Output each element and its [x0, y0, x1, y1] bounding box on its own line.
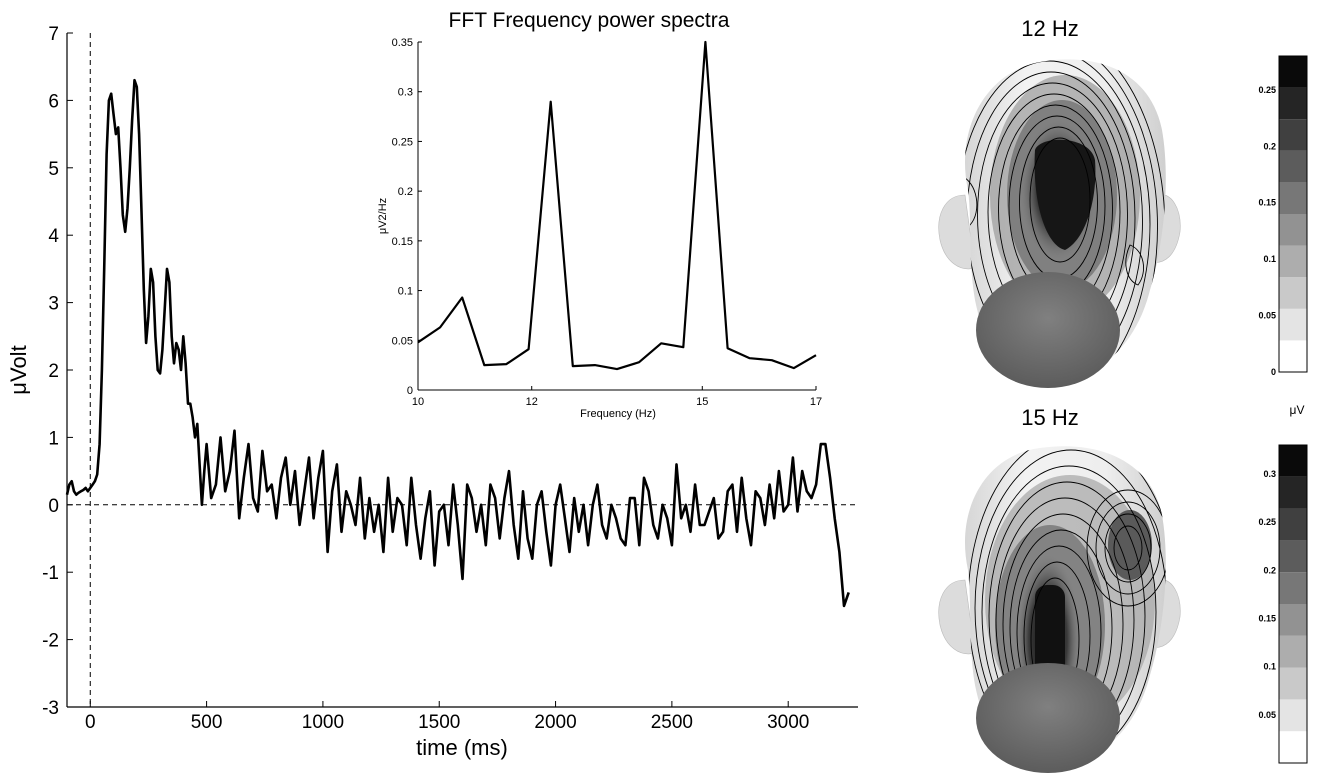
erp-y-ticks: -3 -2 -1 0 1 2 3 4 5 6 7 — [42, 24, 73, 719]
fft-y-tick-label: 0.3 — [398, 87, 413, 99]
fft-background — [418, 42, 816, 392]
colorbar-step — [1279, 508, 1307, 541]
colorbar-step — [1279, 245, 1307, 278]
activation-12hz — [990, 75, 1140, 315]
colorbar-15hz: 0.05 0.1 0.15 0.2 0.25 0.3 — [1258, 444, 1308, 764]
colorbar-step — [1279, 604, 1307, 636]
fft-series-line — [417, 40, 817, 371]
fft-x-tick-label: 10 — [412, 396, 424, 408]
erp-y-tick-label: 3 — [48, 294, 59, 315]
left-ear — [938, 579, 976, 655]
colorbar-step — [1279, 87, 1307, 120]
colorbar-tick-label: 0.1 — [1263, 662, 1276, 672]
colorbar-frame — [1278, 55, 1308, 373]
colorbar-step — [1279, 731, 1307, 763]
topomap-12hz-title: 12 Hz — [1021, 16, 1078, 41]
colorbar-tick-label: 0.05 — [1258, 311, 1276, 321]
erp-x-tick-label: 500 — [191, 712, 223, 733]
colorbar-tick-label: 0.3 — [1263, 469, 1276, 479]
colorbar-frame — [1278, 444, 1308, 764]
fft-y-tick-label: 0.1 — [398, 286, 413, 298]
neck-15hz — [976, 663, 1120, 773]
erp-y-axis-title: μVolt — [6, 345, 31, 394]
erp-y-tick-label: 2 — [48, 361, 59, 382]
fft-y-tick-label: 0.35 — [392, 37, 413, 49]
contour-line — [1113, 525, 1143, 571]
contour-line — [1125, 244, 1145, 286]
erp-y-tick-label: -2 — [42, 631, 59, 652]
fft-x-tick-label: 12 — [526, 396, 538, 408]
colorbar-tick-label: 0.2 — [1263, 565, 1276, 575]
fft-y-tick-label: 0.15 — [392, 236, 413, 248]
colorbar-step — [1279, 119, 1307, 151]
erp-x-tick-label: 1000 — [302, 712, 344, 733]
erp-x-ticks: 0 500 1000 1500 2000 2500 3000 — [85, 701, 809, 733]
colorbar-step — [1279, 445, 1307, 477]
colorbar-step — [1279, 667, 1307, 700]
colorbar-step — [1279, 340, 1307, 372]
fft-y-axis-title: μV2/Hz — [377, 198, 389, 234]
colorbar-step — [1279, 56, 1307, 88]
colorbar-12hz: 0 0.05 0.1 0.15 0.2 0.25 — [1258, 55, 1308, 377]
erp-x-axis-title: time (ms) — [416, 735, 508, 760]
left-ear — [938, 194, 976, 270]
colorbar-step — [1279, 572, 1307, 604]
colorbar-tick-label: 0.05 — [1258, 710, 1276, 720]
erp-y-tick-label: 6 — [48, 91, 59, 112]
fft-x-axis-title: Frequency (Hz) — [580, 408, 656, 420]
erp-x-tick-label: 1500 — [418, 712, 460, 733]
erp-x-tick-label: 0 — [85, 712, 96, 733]
colorbar-step — [1279, 182, 1307, 214]
contour-line — [1095, 501, 1161, 595]
erp-y-tick-label: 5 — [48, 159, 59, 180]
colorbar-step — [1279, 150, 1307, 183]
erp-y-tick-label: 4 — [48, 226, 59, 247]
erp-y-tick-label: -3 — [42, 698, 59, 719]
fft-y-tick-label: 0.2 — [398, 186, 413, 198]
topomap-15hz-title: 15 Hz — [1021, 405, 1078, 430]
fft-y-tick-label: 0.05 — [392, 335, 413, 347]
erp-y-tick-label: 0 — [48, 496, 59, 517]
colorbar-tick-label: 0 — [1271, 367, 1276, 377]
contour-line — [1029, 137, 1091, 263]
colorbar-tick-label: 0.1 — [1263, 254, 1276, 264]
fft-x-tick-label: 15 — [696, 396, 708, 408]
colorbar-step — [1279, 277, 1307, 309]
erp-y-tick-label: 1 — [48, 428, 59, 449]
colorbar-step — [1279, 635, 1307, 668]
erp-x-tick-label: 2500 — [651, 712, 693, 733]
topomap-12hz: 12 Hz — [938, 16, 1181, 388]
fft-title: FFT Frequency power spectra — [449, 9, 730, 32]
erp-x-tick-label: 3000 — [767, 712, 809, 733]
contour-line — [1104, 513, 1152, 583]
colorbar-step — [1279, 699, 1307, 732]
erp-series-line — [65, 78, 850, 608]
colorbar-unit: μV — [1290, 403, 1305, 417]
colorbar-step — [1279, 476, 1307, 509]
fft-chart: 0 0.05 0.1 0.15 0.2 0.25 0.3 0.35 10 12 15 17 FFT … — [377, 9, 822, 420]
contour-line — [964, 59, 1151, 386]
fft-x-tick-label: 17 — [810, 396, 822, 408]
colorbar-tick-label: 0.15 — [1258, 613, 1276, 623]
neck-12hz — [976, 272, 1120, 388]
fft-y-tick-label: 0 — [407, 385, 413, 397]
colorbar-tick-label: 0.2 — [1263, 141, 1276, 151]
colorbar-tick-label: 0.15 — [1258, 198, 1276, 208]
contour-line — [964, 59, 1158, 386]
colorbar-step — [1279, 308, 1307, 341]
fft-y-ticks: 0 0.05 0.1 0.15 0.2 0.25 0.3 0.35 — [392, 37, 422, 397]
topomap-15hz: 15 Hz — [938, 405, 1181, 773]
colorbar-step — [1279, 214, 1307, 246]
erp-x-tick-label: 2000 — [534, 712, 576, 733]
colorbar-tick-label: 0.25 — [1258, 517, 1276, 527]
erp-y-tick-label: -1 — [42, 563, 59, 584]
colorbar-step — [1279, 540, 1307, 573]
contour-line — [1086, 489, 1166, 607]
erp-y-tick-label: 7 — [48, 24, 59, 45]
colorbar-tick-label: 0.25 — [1258, 85, 1276, 95]
fft-x-ticks: 10 12 15 17 — [412, 386, 822, 408]
fft-y-tick-label: 0.25 — [392, 136, 413, 148]
